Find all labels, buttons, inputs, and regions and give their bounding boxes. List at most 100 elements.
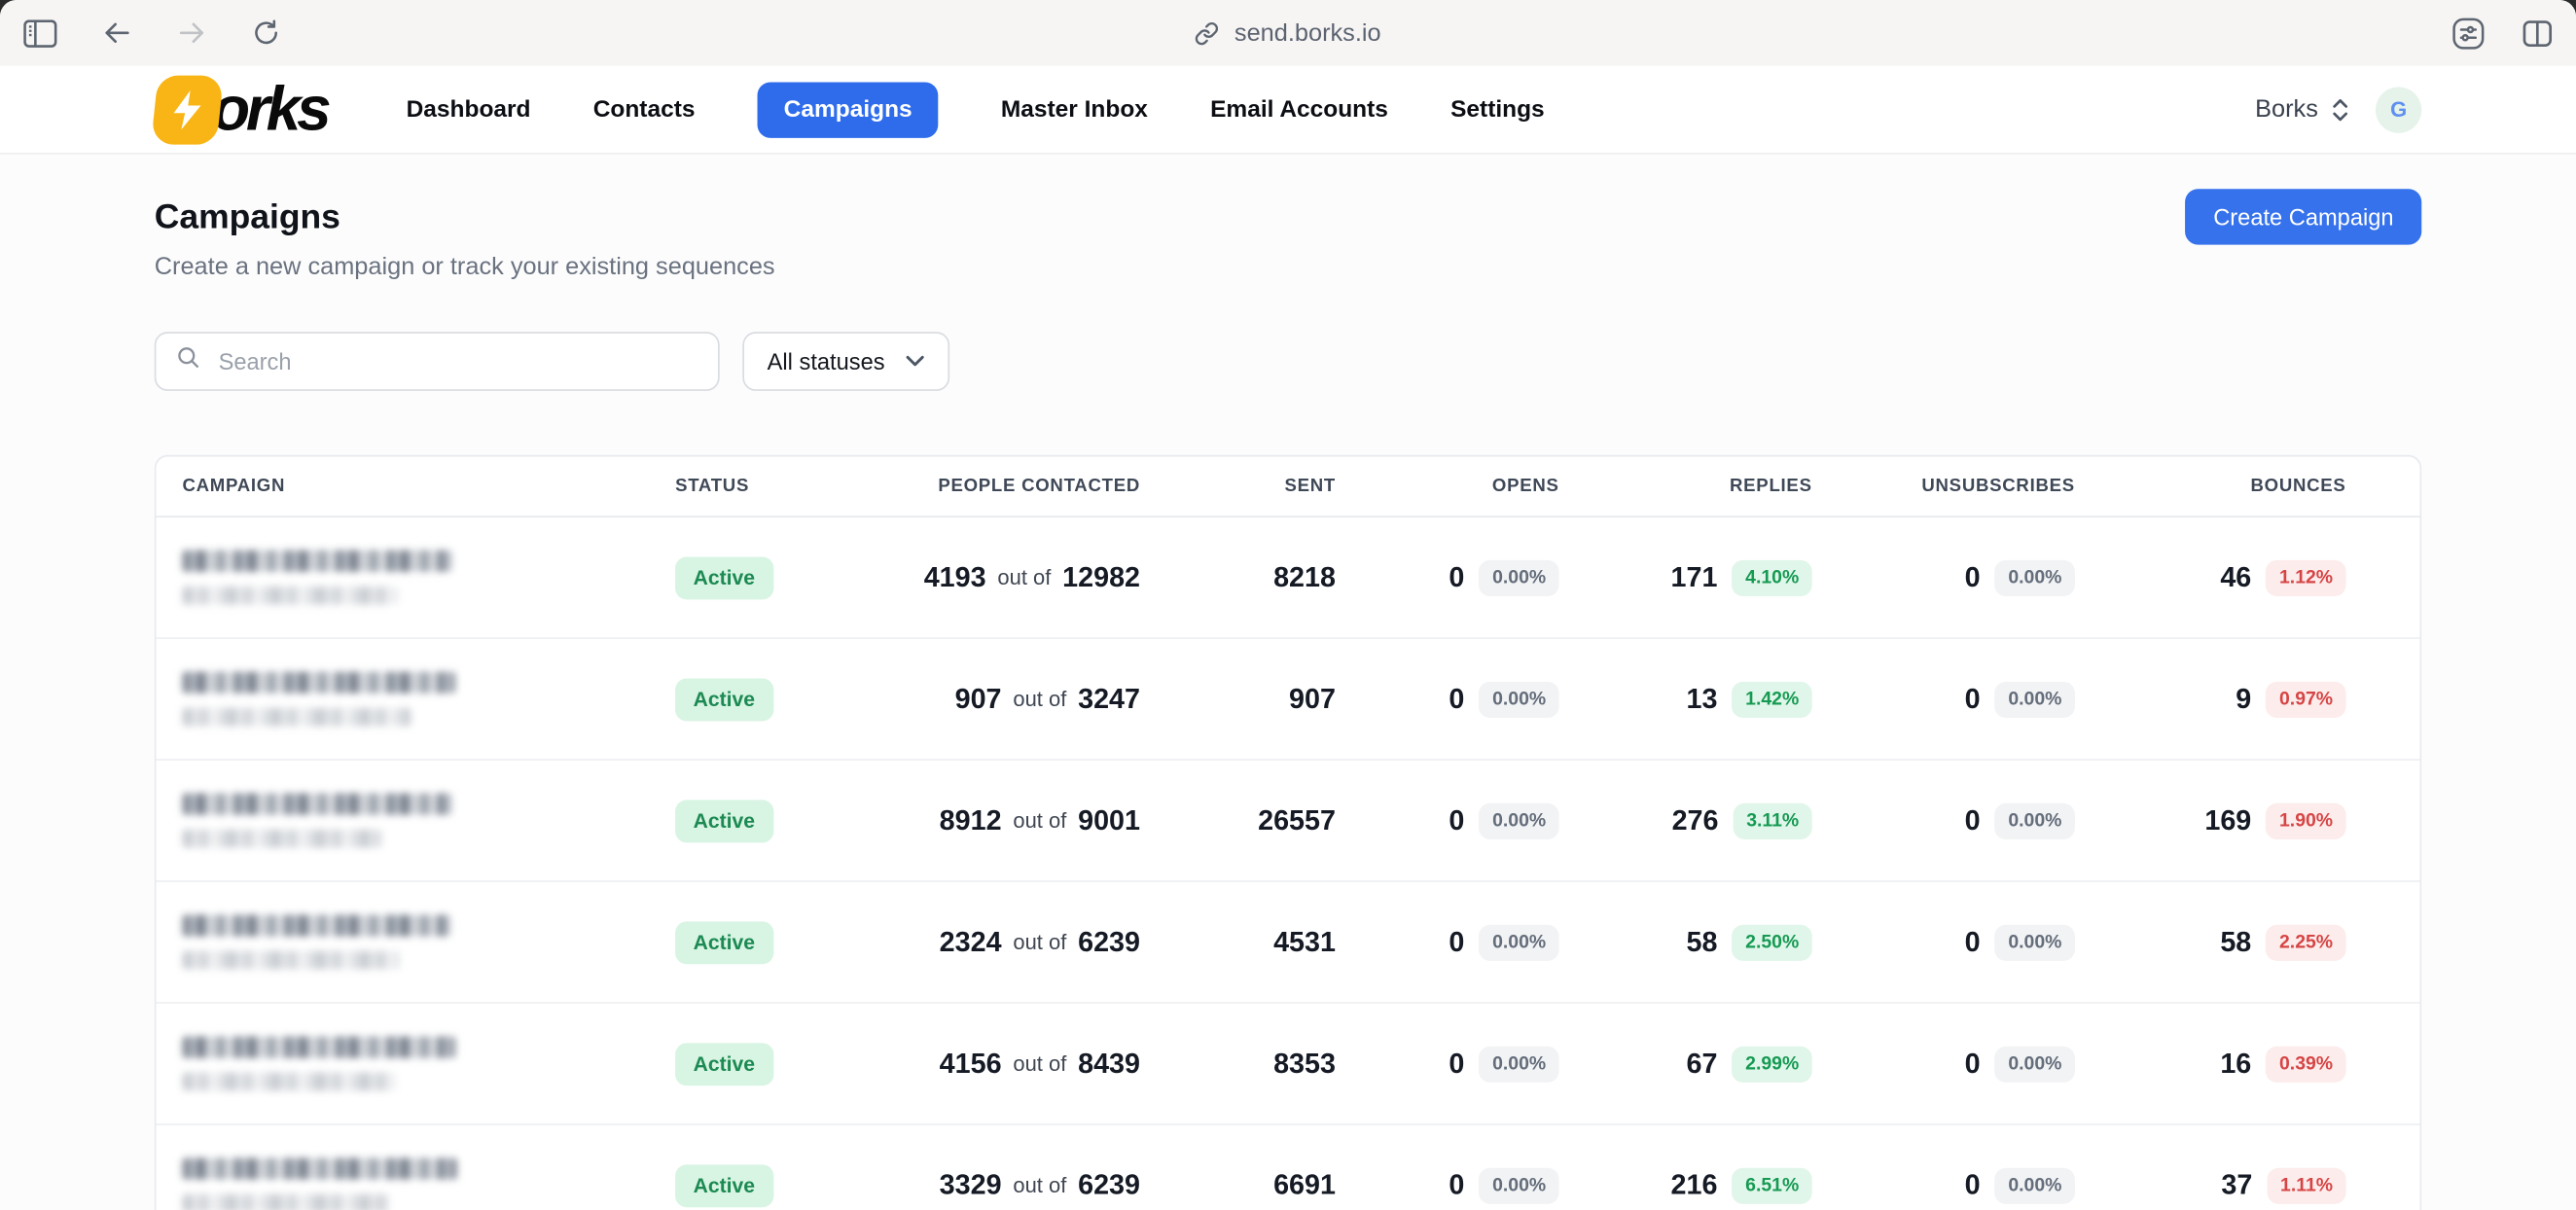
contact-total-value: 8439 (1078, 1047, 1141, 1079)
campaign-name-redacted[interactable] (156, 793, 675, 848)
list-controls: All statuses (154, 332, 2422, 391)
contacted-cell: 4156 out of 8439 (864, 1048, 1140, 1081)
nav-item-master-inbox[interactable]: Master Inbox (1000, 95, 1148, 123)
logo-bolt-mark (151, 74, 225, 144)
unsubscribes-cell: 0 0.00% (1812, 680, 2075, 718)
forward-button-icon[interactable] (176, 18, 209, 48)
user-avatar[interactable]: G (2375, 86, 2422, 132)
status-cell: Active (675, 920, 864, 964)
unsubscribes-percent-pill: 0.00% (1994, 801, 2075, 839)
status-cell: Active (675, 555, 864, 599)
address-bar[interactable]: send.borks.io (1107, 18, 1469, 47)
contact-total-value: 6239 (1078, 1168, 1141, 1200)
unsubscribes-cell: 0 0.00% (1812, 1045, 2075, 1083)
campaign-row[interactable]: Active 4156 out of 8439 8353 0 0.00% 67 … (156, 1002, 2420, 1123)
sent-cell: 8353 (1140, 1048, 1336, 1081)
out-of-label: out of (1013, 1172, 1067, 1198)
link-icon (1195, 20, 1219, 45)
status-filter-value: All statuses (767, 348, 885, 375)
contact-total-value: 12982 (1062, 560, 1141, 592)
contacted-cell: 8912 out of 9001 (864, 804, 1140, 837)
bounces-value: 16 (2220, 1047, 2252, 1079)
campaign-row[interactable]: Active 3329 out of 6239 6691 0 0.00% 216… (156, 1123, 2420, 1210)
col-header-campaign: Campaign (182, 476, 286, 497)
sent-value: 4531 (1273, 925, 1336, 957)
replies-value: 13 (1686, 682, 1718, 714)
contact-total-value: 9001 (1078, 803, 1141, 836)
campaigns-table: Campaign Status People contacted Sent Op… (154, 454, 2422, 1210)
opens-value: 0 (1449, 925, 1465, 957)
back-button-icon[interactable] (100, 18, 133, 48)
col-header-opens: Opens (1491, 476, 1559, 497)
campaign-name-redacted[interactable] (156, 1036, 675, 1091)
sent-value: 8218 (1273, 560, 1336, 592)
campaign-name-redacted[interactable] (156, 550, 675, 605)
campaign-row[interactable]: Active 4193 out of 12982 8218 0 0.00% 17… (156, 517, 2419, 637)
nav-item-campaigns[interactable]: Campaigns (757, 81, 939, 138)
table-body: Active 4193 out of 12982 8218 0 0.00% 17… (156, 517, 2420, 1210)
unsubscribes-percent-pill: 0.00% (1994, 1045, 2075, 1083)
nav-item-contacts[interactable]: Contacts (592, 95, 696, 123)
opens-value: 0 (1449, 1168, 1465, 1200)
sent-cell: 6691 (1140, 1169, 1336, 1202)
workspace-selector[interactable]: Borks (2255, 94, 2318, 124)
col-header-sent: Sent (1284, 476, 1336, 497)
campaign-row[interactable]: Active 8912 out of 9001 26557 0 0.00% 27… (156, 759, 2420, 880)
sidebar-toggle-icon[interactable] (23, 18, 57, 47)
campaign-name-redacted[interactable] (156, 914, 675, 970)
nav-item-email-accounts[interactable]: Email Accounts (1210, 95, 1388, 123)
contacted-value: 4193 (923, 560, 986, 592)
sent-cell: 907 (1140, 683, 1336, 716)
status-badge: Active (675, 799, 773, 842)
opens-value: 0 (1449, 682, 1465, 714)
unsubscribes-percent-pill: 0.00% (1994, 680, 2075, 718)
sent-value: 26557 (1258, 803, 1336, 836)
contacted-value: 8912 (939, 803, 1002, 836)
contacted-value: 2324 (939, 925, 1002, 957)
opens-value: 0 (1449, 560, 1465, 592)
search-input[interactable] (215, 346, 698, 376)
opens-percent-pill: 0.00% (1479, 1166, 1559, 1204)
out-of-label: out of (1013, 686, 1067, 712)
unsubscribes-cell: 0 0.00% (1812, 923, 2075, 961)
brand-logo[interactable]: orks (151, 74, 332, 144)
chevron-down-icon (905, 346, 924, 375)
opens-percent-pill: 0.00% (1479, 923, 1559, 961)
unsubscribes-value: 0 (1964, 1168, 1981, 1200)
status-filter-dropdown[interactable]: All statuses (742, 332, 949, 391)
search-box[interactable] (154, 332, 720, 391)
opens-percent-pill: 0.00% (1479, 559, 1559, 596)
replies-percent-pill: 6.51% (1732, 1166, 1812, 1204)
page-settings-icon[interactable] (2451, 16, 2486, 50)
bounces-value: 169 (2204, 803, 2252, 836)
chevron-up-down-icon[interactable] (2331, 96, 2349, 123)
replies-value: 67 (1686, 1047, 1718, 1079)
url-text: send.borks.io (1234, 18, 1381, 48)
status-badge: Active (675, 1042, 773, 1085)
page-title: Campaigns (154, 198, 340, 237)
campaign-name-blur-line2 (182, 950, 400, 970)
split-view-icon[interactable] (2522, 18, 2553, 49)
replies-cell: 67 2.99% (1559, 1045, 1812, 1083)
create-campaign-button[interactable]: Create Campaign (2185, 189, 2422, 245)
out-of-label: out of (997, 564, 1052, 590)
unsubscribes-value: 0 (1964, 1047, 1981, 1079)
reload-icon[interactable] (251, 18, 280, 48)
opens-cell: 0 0.00% (1336, 680, 1559, 718)
campaign-name-redacted[interactable] (156, 1157, 675, 1210)
unsubscribes-percent-pill: 0.00% (1994, 1166, 2075, 1204)
campaign-row[interactable]: Active 907 out of 3247 907 0 0.00% 13 1.… (156, 637, 2420, 759)
replies-cell: 13 1.42% (1559, 680, 1812, 718)
bounces-cell: 46 1.12% (2075, 559, 2346, 596)
unsubscribes-cell: 0 0.00% (1812, 1166, 2075, 1204)
nav-item-dashboard[interactable]: Dashboard (406, 95, 531, 123)
contact-total-value: 6239 (1078, 925, 1141, 957)
opens-cell: 0 0.00% (1336, 923, 1559, 961)
status-cell: Active (675, 677, 864, 721)
campaign-row[interactable]: Active 2324 out of 6239 4531 0 0.00% 58 … (156, 880, 2420, 1002)
campaign-name-blur-line2 (182, 829, 381, 848)
col-header-status: Status (675, 476, 750, 497)
nav-item-settings[interactable]: Settings (1450, 95, 1545, 123)
campaign-name-redacted[interactable] (156, 671, 675, 727)
